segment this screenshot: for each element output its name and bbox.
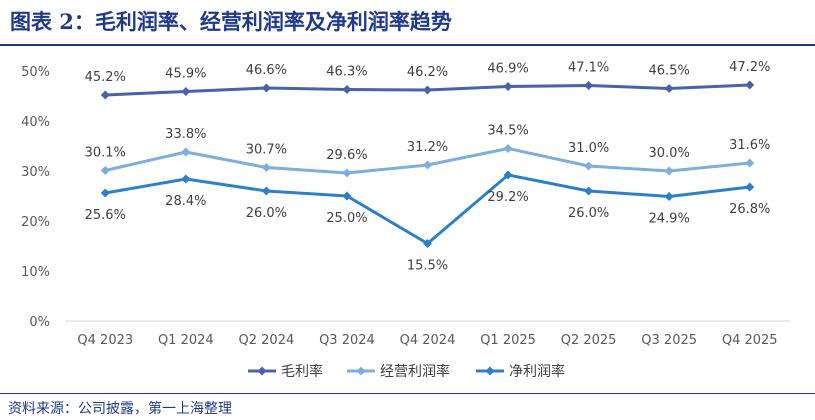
legend-marker — [356, 366, 366, 376]
legend-label: 毛利率 — [281, 363, 323, 380]
series-line — [103, 173, 752, 245]
x-tick-label: Q3 2025 — [641, 333, 697, 348]
y-tick-label: 10% — [21, 265, 50, 280]
data-point — [664, 166, 674, 176]
data-point — [423, 239, 432, 248]
data-label: 26.0% — [246, 206, 287, 221]
data-label: 45.2% — [85, 70, 126, 85]
data-label: 25.0% — [326, 211, 367, 226]
data-point — [100, 90, 110, 100]
legend-label: 经营利润率 — [380, 363, 450, 380]
legend-marker — [257, 366, 267, 376]
data-point — [100, 188, 110, 198]
data-point — [584, 81, 594, 90]
data-label: 47.2% — [729, 60, 770, 75]
legend-item[interactable]: 经营利润率 — [347, 363, 450, 380]
y-tick-label: 30% — [21, 165, 50, 180]
data-point — [261, 83, 271, 93]
data-label: 47.1% — [568, 61, 609, 76]
x-tick-label: Q4 2024 — [400, 333, 456, 348]
legend-marker — [485, 366, 495, 376]
data-point — [584, 161, 594, 171]
data-point — [181, 147, 191, 157]
data-point — [584, 186, 594, 196]
data-label: 34.5% — [487, 124, 528, 139]
axis-layer: 0% 10% 20% 30% 40% 50% Q4 2023 Q1 2024 Q2 2024 Q3… — [21, 65, 790, 348]
legend-item[interactable]: 毛利率 — [248, 363, 323, 380]
data-label: 26.0% — [568, 206, 609, 221]
data-point — [100, 166, 110, 175]
y-tick-label: 0% — [29, 315, 50, 330]
x-tick-label: Q2 2024 — [239, 333, 295, 348]
data-label: 46.2% — [407, 65, 448, 80]
data-label: 30.1% — [85, 146, 126, 161]
data-label: 46.3% — [326, 65, 367, 80]
x-tick-label: Q1 2024 — [158, 333, 214, 348]
x-tick-label: Q1 2025 — [480, 333, 536, 348]
title-rule — [0, 44, 815, 46]
data-point — [261, 163, 271, 172]
data-point — [745, 182, 755, 192]
data-point — [423, 160, 432, 170]
data-label: 31.6% — [729, 138, 770, 153]
data-point — [342, 85, 352, 94]
x-tick-label: Q3 2024 — [319, 333, 375, 348]
source-note: 资料来源：公司披露，第一上海整理 — [8, 401, 232, 417]
source-rule — [0, 393, 815, 394]
data-label: 46.6% — [246, 63, 287, 78]
data-label: 15.5% — [407, 259, 448, 274]
data-label: 46.5% — [649, 64, 690, 79]
data-label: 29.6% — [326, 148, 367, 163]
legend-item[interactable]: 净利润率 — [476, 363, 565, 380]
y-tick-label: 20% — [21, 215, 50, 230]
data-point — [181, 87, 191, 96]
data-point — [503, 144, 513, 153]
data-label: 30.7% — [246, 143, 287, 158]
data-label: 31.0% — [568, 141, 609, 156]
x-tick-label: Q4 2023 — [77, 333, 133, 348]
data-point — [342, 168, 352, 178]
data-point — [745, 80, 755, 90]
data-label: 24.9% — [649, 212, 690, 227]
data-label: 28.4% — [165, 194, 206, 209]
y-tick-label: 50% — [21, 65, 50, 80]
legend[interactable]: 毛利率 经营利润率 净利润率 — [248, 363, 565, 380]
data-point — [423, 85, 432, 95]
data-point — [181, 174, 191, 184]
data-label: 29.2% — [487, 190, 528, 205]
figure-title: 图表 2：毛利润率、经营利润率及净利润率趋势 — [10, 9, 452, 34]
data-point — [261, 186, 271, 196]
data-label: 33.8% — [165, 127, 206, 142]
data-point — [503, 82, 513, 91]
data-point — [664, 84, 674, 93]
data-label: 26.8% — [729, 202, 770, 217]
data-label: 45.9% — [165, 67, 206, 82]
data-point — [664, 192, 674, 201]
data-point — [503, 170, 513, 180]
data-label: 31.2% — [407, 140, 448, 155]
data-point — [342, 191, 352, 201]
data-label: 30.0% — [649, 146, 690, 161]
legend-label: 净利润率 — [509, 363, 565, 380]
x-tick-label: Q2 2025 — [561, 333, 617, 348]
data-label: 25.6% — [85, 208, 126, 223]
x-tick-label: Q4 2025 — [722, 333, 778, 348]
series-layer — [100, 80, 755, 248]
y-tick-label: 40% — [21, 115, 50, 130]
data-point — [745, 158, 755, 168]
line-chart: 0% 10% 20% 30% 40% 50% Q4 2023 Q1 2024 Q2 2024 Q3… — [21, 60, 790, 380]
data-label: 46.9% — [487, 62, 528, 77]
data-label-layer: 45.2% 45.9% 46.6% 46.3% 46.2% 46.9% 47.1% 46.5%… — [85, 60, 771, 274]
